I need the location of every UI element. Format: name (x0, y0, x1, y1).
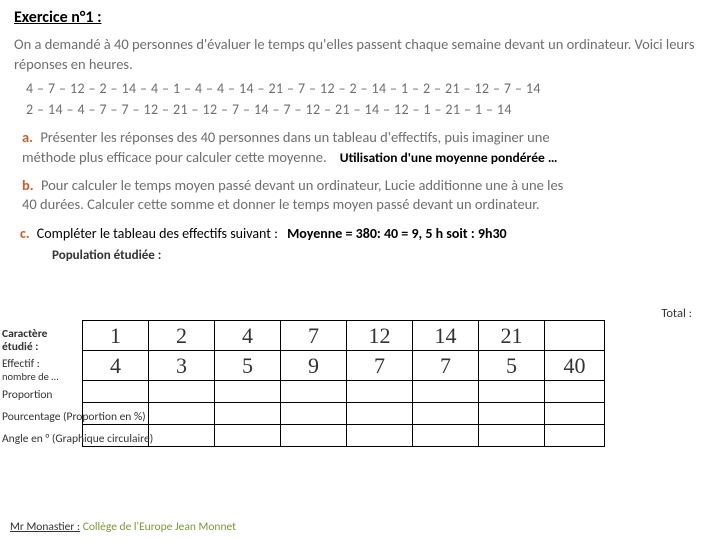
table-cell: 7 (281, 321, 347, 351)
values-row: 1 2 4 7 12 14 21 (83, 321, 605, 351)
part-a: a. Présenter les réponses des 40 personn… (22, 128, 706, 148)
part-a-text1: Présenter les réponses des 40 personnes … (40, 128, 549, 146)
bottom-row-labels: Proportion Pourcentage (Proportion en %)… (2, 384, 153, 450)
part-c-answer: Moyenne = 380: 40 = 9, 5 h soit : 9h30 (287, 225, 507, 242)
table-cell: 7 (347, 351, 413, 381)
table-cell: 2 (149, 321, 215, 351)
footer-school: Collège de l'Europe Jean Monnet (83, 520, 236, 534)
part-b-text2: 40 durées. Calculer cette somme et donne… (22, 195, 706, 213)
table-cell (545, 321, 605, 351)
intro-text: On a demandé à 40 personnes d'évaluer le… (14, 35, 706, 74)
data-line-1: 4 – 7 – 12 – 2 – 14 – 4 – 1 – 4 – 4 – 14… (26, 80, 706, 97)
effectif-label: Effectif : nombre de … (0, 356, 80, 386)
table-cell: 4 (83, 351, 149, 381)
proportion-row (83, 381, 605, 403)
part-a-annotation: Utilisation d'une moyenne pondérée … (340, 149, 558, 166)
table-cell: 9 (281, 351, 347, 381)
table-cell: 4 (215, 321, 281, 351)
data-line-2: 2 – 14 – 4 – 7 – 7 – 12 – 21 – 12 – 7 – … (26, 101, 706, 118)
angle-row (83, 425, 605, 447)
part-b-letter: b. (22, 176, 34, 194)
table-cell: 1 (83, 321, 149, 351)
total-label: Total : (661, 306, 692, 321)
table-cell: 5 (215, 351, 281, 381)
percent-row (83, 403, 605, 425)
proportion-label: Proportion (2, 384, 153, 406)
table-cell: 3 (149, 351, 215, 381)
counts-row: 4 3 5 9 7 7 5 40 (83, 351, 605, 381)
part-a-text2: méthode plus efficace pour calculer cett… (22, 148, 327, 166)
effectifs-table: 1 2 4 7 12 14 21 4 3 5 9 7 7 5 40 (82, 320, 605, 447)
pourcentage-label: Pourcentage (Proportion en %) (2, 406, 153, 428)
angle-label: Angle en ° (Graphique circulaire) (2, 428, 153, 450)
part-c-letter: c. (20, 225, 30, 242)
caractere-label: Caractère étudié : (0, 326, 80, 356)
table-cell: 40 (545, 351, 605, 381)
table-cell: 12 (347, 321, 413, 351)
exercise-title: Exercice n°1 : (14, 8, 706, 27)
part-a-line2: méthode plus efficace pour calculer cett… (22, 148, 706, 166)
table-cell: 21 (479, 321, 545, 351)
footer: Mr Monastier : Collège de l'Europe Jean … (10, 520, 236, 534)
population-label: Population étudiée : (52, 248, 706, 263)
part-b-text1: Pour calculer le temps moyen passé devan… (41, 176, 563, 194)
table-cell: 7 (413, 351, 479, 381)
footer-name: Mr Monastier : (10, 520, 80, 534)
table-cell: 14 (413, 321, 479, 351)
part-a-letter: a. (22, 128, 33, 146)
row-labels: Caractère étudié : Effectif : nombre de … (0, 326, 80, 386)
table-cell: 5 (479, 351, 545, 381)
part-c-text: Compléter le tableau des effectifs suiva… (37, 225, 278, 242)
part-c: c. Compléter le tableau des effectifs su… (20, 225, 706, 242)
part-b: b. Pour calculer le temps moyen passé de… (22, 176, 706, 196)
